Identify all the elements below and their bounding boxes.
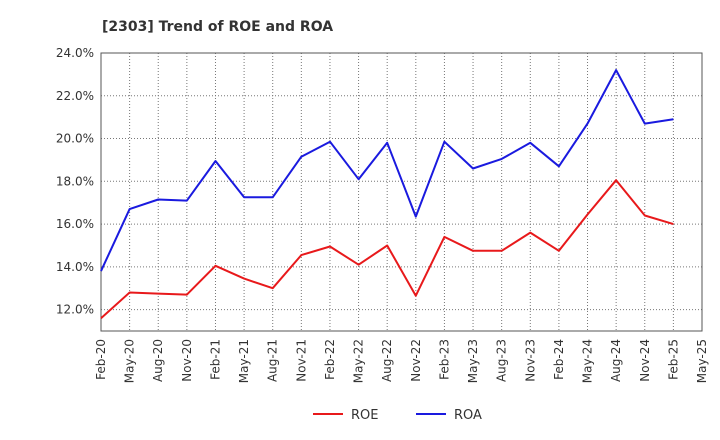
- series-line-roe: [100, 179, 674, 319]
- legend: ROE ROA: [313, 408, 482, 423]
- series-line-roa: [100, 69, 674, 272]
- plot-background: [101, 53, 702, 331]
- y-tick-label: 24.0%: [56, 46, 94, 60]
- x-tick-label: May-21: [237, 339, 251, 383]
- plot-area: 12.0% 14.0% 16.0% 18.0% 20.0% 22.0% 24.0% Feb-2…: [56, 46, 709, 383]
- y-tick-label: 12.0%: [56, 303, 94, 317]
- legend-label-roa: ROA: [454, 408, 482, 423]
- legend-label-roe: ROE: [351, 408, 378, 423]
- x-tick-label: Nov-20: [180, 339, 194, 382]
- x-tick-label: May-24: [581, 339, 595, 383]
- y-tick-label: 20.0%: [56, 132, 94, 146]
- x-tick-label: May-23: [466, 339, 480, 383]
- x-tick-label: Feb-25: [666, 339, 680, 380]
- x-tick-label: May-22: [352, 339, 366, 383]
- x-tick-label: Aug-22: [380, 339, 394, 382]
- x-tick-label: Feb-22: [323, 339, 337, 380]
- x-tick-label: Feb-21: [208, 339, 222, 380]
- x-tick-label: Aug-24: [609, 339, 623, 382]
- x-tick-label: Nov-22: [409, 339, 423, 382]
- y-tick-label: 16.0%: [56, 217, 94, 231]
- x-tick-label: Nov-21: [294, 339, 308, 382]
- x-tick-label: Aug-21: [266, 339, 280, 382]
- y-tick-label: 14.0%: [56, 260, 94, 274]
- y-tick-label: 18.0%: [56, 174, 94, 188]
- x-tick-label: Feb-23: [437, 339, 451, 380]
- chart-title: [2303] Trend of ROE and ROA: [102, 19, 333, 35]
- x-tick-label: Nov-23: [523, 339, 537, 382]
- plot-frame: [100, 52, 703, 332]
- x-tick-label: May-25: [695, 339, 709, 383]
- x-tick-label: Aug-20: [151, 339, 165, 382]
- x-tick-label: May-20: [123, 339, 137, 383]
- x-tick-label: Aug-23: [495, 339, 509, 382]
- x-tick-label: Nov-24: [638, 339, 652, 382]
- x-tick-label: Feb-20: [94, 339, 108, 380]
- y-tick-label: 22.0%: [56, 89, 94, 103]
- x-tick-label: Feb-24: [552, 339, 566, 380]
